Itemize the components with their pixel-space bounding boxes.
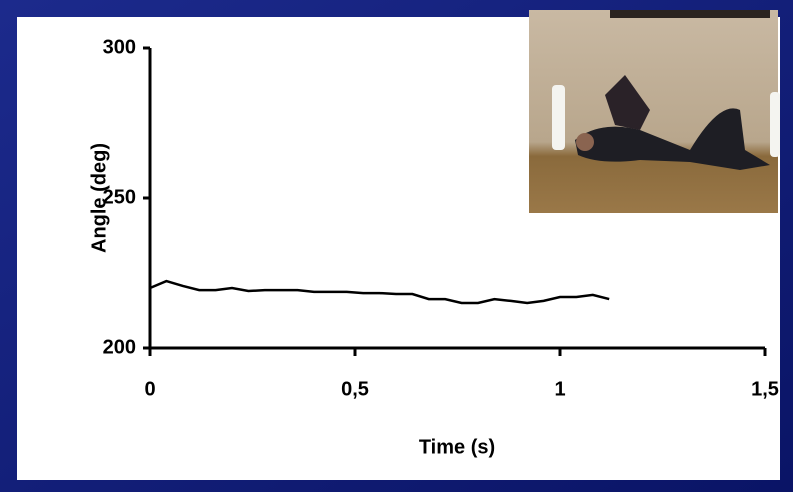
photo-inset (529, 10, 780, 213)
y-tick-label: 250 (103, 186, 136, 208)
y-tick-label: 200 (103, 336, 136, 358)
x-axis-label: Time (s) (419, 436, 495, 458)
x-tick-label: 0,5 (341, 378, 369, 400)
x-tick-label: 1 (554, 378, 565, 400)
x-tick-label: 1,5 (751, 378, 779, 400)
y-axis-label: Angle (deg) (88, 143, 110, 253)
x-tick-label: 0 (144, 378, 155, 400)
data-line (149, 279, 610, 305)
y-tick-label: 300 (103, 36, 136, 58)
